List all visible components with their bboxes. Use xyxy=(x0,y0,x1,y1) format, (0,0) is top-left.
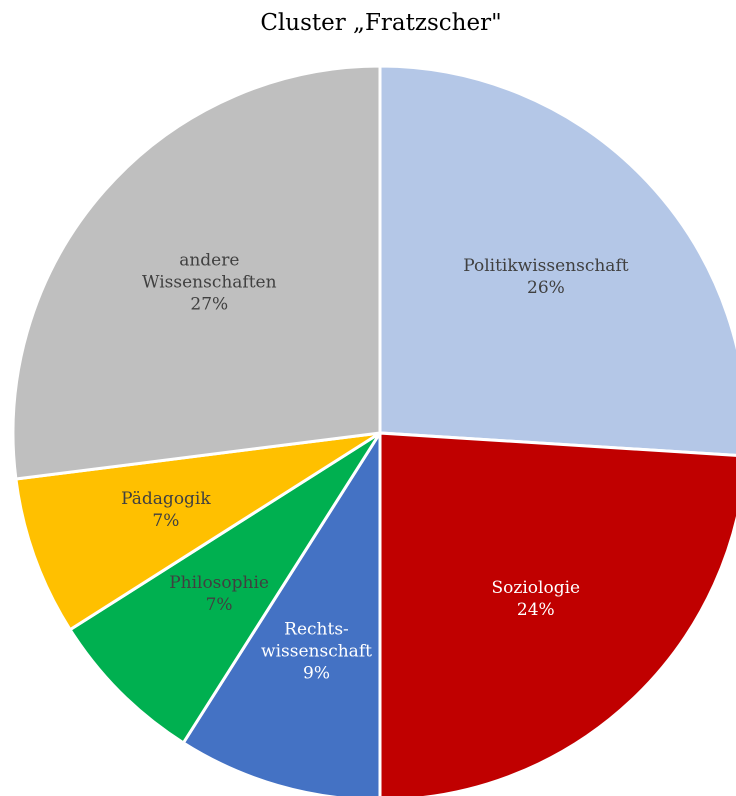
chart-title: Cluster „Fratzscher" xyxy=(260,10,502,36)
slice-percent-label: 24% xyxy=(517,599,555,619)
slice-percent-label: 26% xyxy=(527,278,565,298)
slice-data-label: Philosophie 7% xyxy=(169,572,269,614)
slice-category-label: Politikwissenschaft xyxy=(463,256,628,276)
pie-labels: Politikwissenschaft 26% Soziologie 24% Recht… xyxy=(121,250,629,683)
slice-data-label: Soziologie 24% xyxy=(492,577,581,619)
pie-slice xyxy=(11,64,382,481)
pie-slices xyxy=(11,64,736,796)
slice-percent-label: 27% xyxy=(190,294,228,314)
pie-slice xyxy=(378,431,736,796)
pie-slice xyxy=(14,431,382,632)
slice-category-label: Soziologie xyxy=(492,577,581,597)
slice-category-label: Philosophie xyxy=(169,572,269,592)
slice-category-label: Rechts- xyxy=(284,619,349,639)
slice-percent-label: 9% xyxy=(303,663,330,683)
slice-data-label: andere Wissenschaften 27% xyxy=(142,250,277,314)
pie-slice xyxy=(68,431,382,745)
slice-data-label: Rechts-wissenschaft 9% xyxy=(261,619,372,683)
slice-category-label: andere xyxy=(179,250,239,270)
pie-slice xyxy=(181,431,382,796)
slice-category-label: Wissenschaften xyxy=(142,272,277,292)
slice-category-label: Pädagogik xyxy=(121,489,211,509)
pie-slice xyxy=(378,64,736,457)
slice-percent-label: 7% xyxy=(152,511,179,531)
slice-percent-label: 7% xyxy=(206,594,233,614)
slice-category-label: wissenschaft xyxy=(261,641,372,661)
slice-data-label: Politikwissenschaft 26% xyxy=(463,256,628,298)
slice-data-label: Pädagogik 7% xyxy=(121,489,211,531)
